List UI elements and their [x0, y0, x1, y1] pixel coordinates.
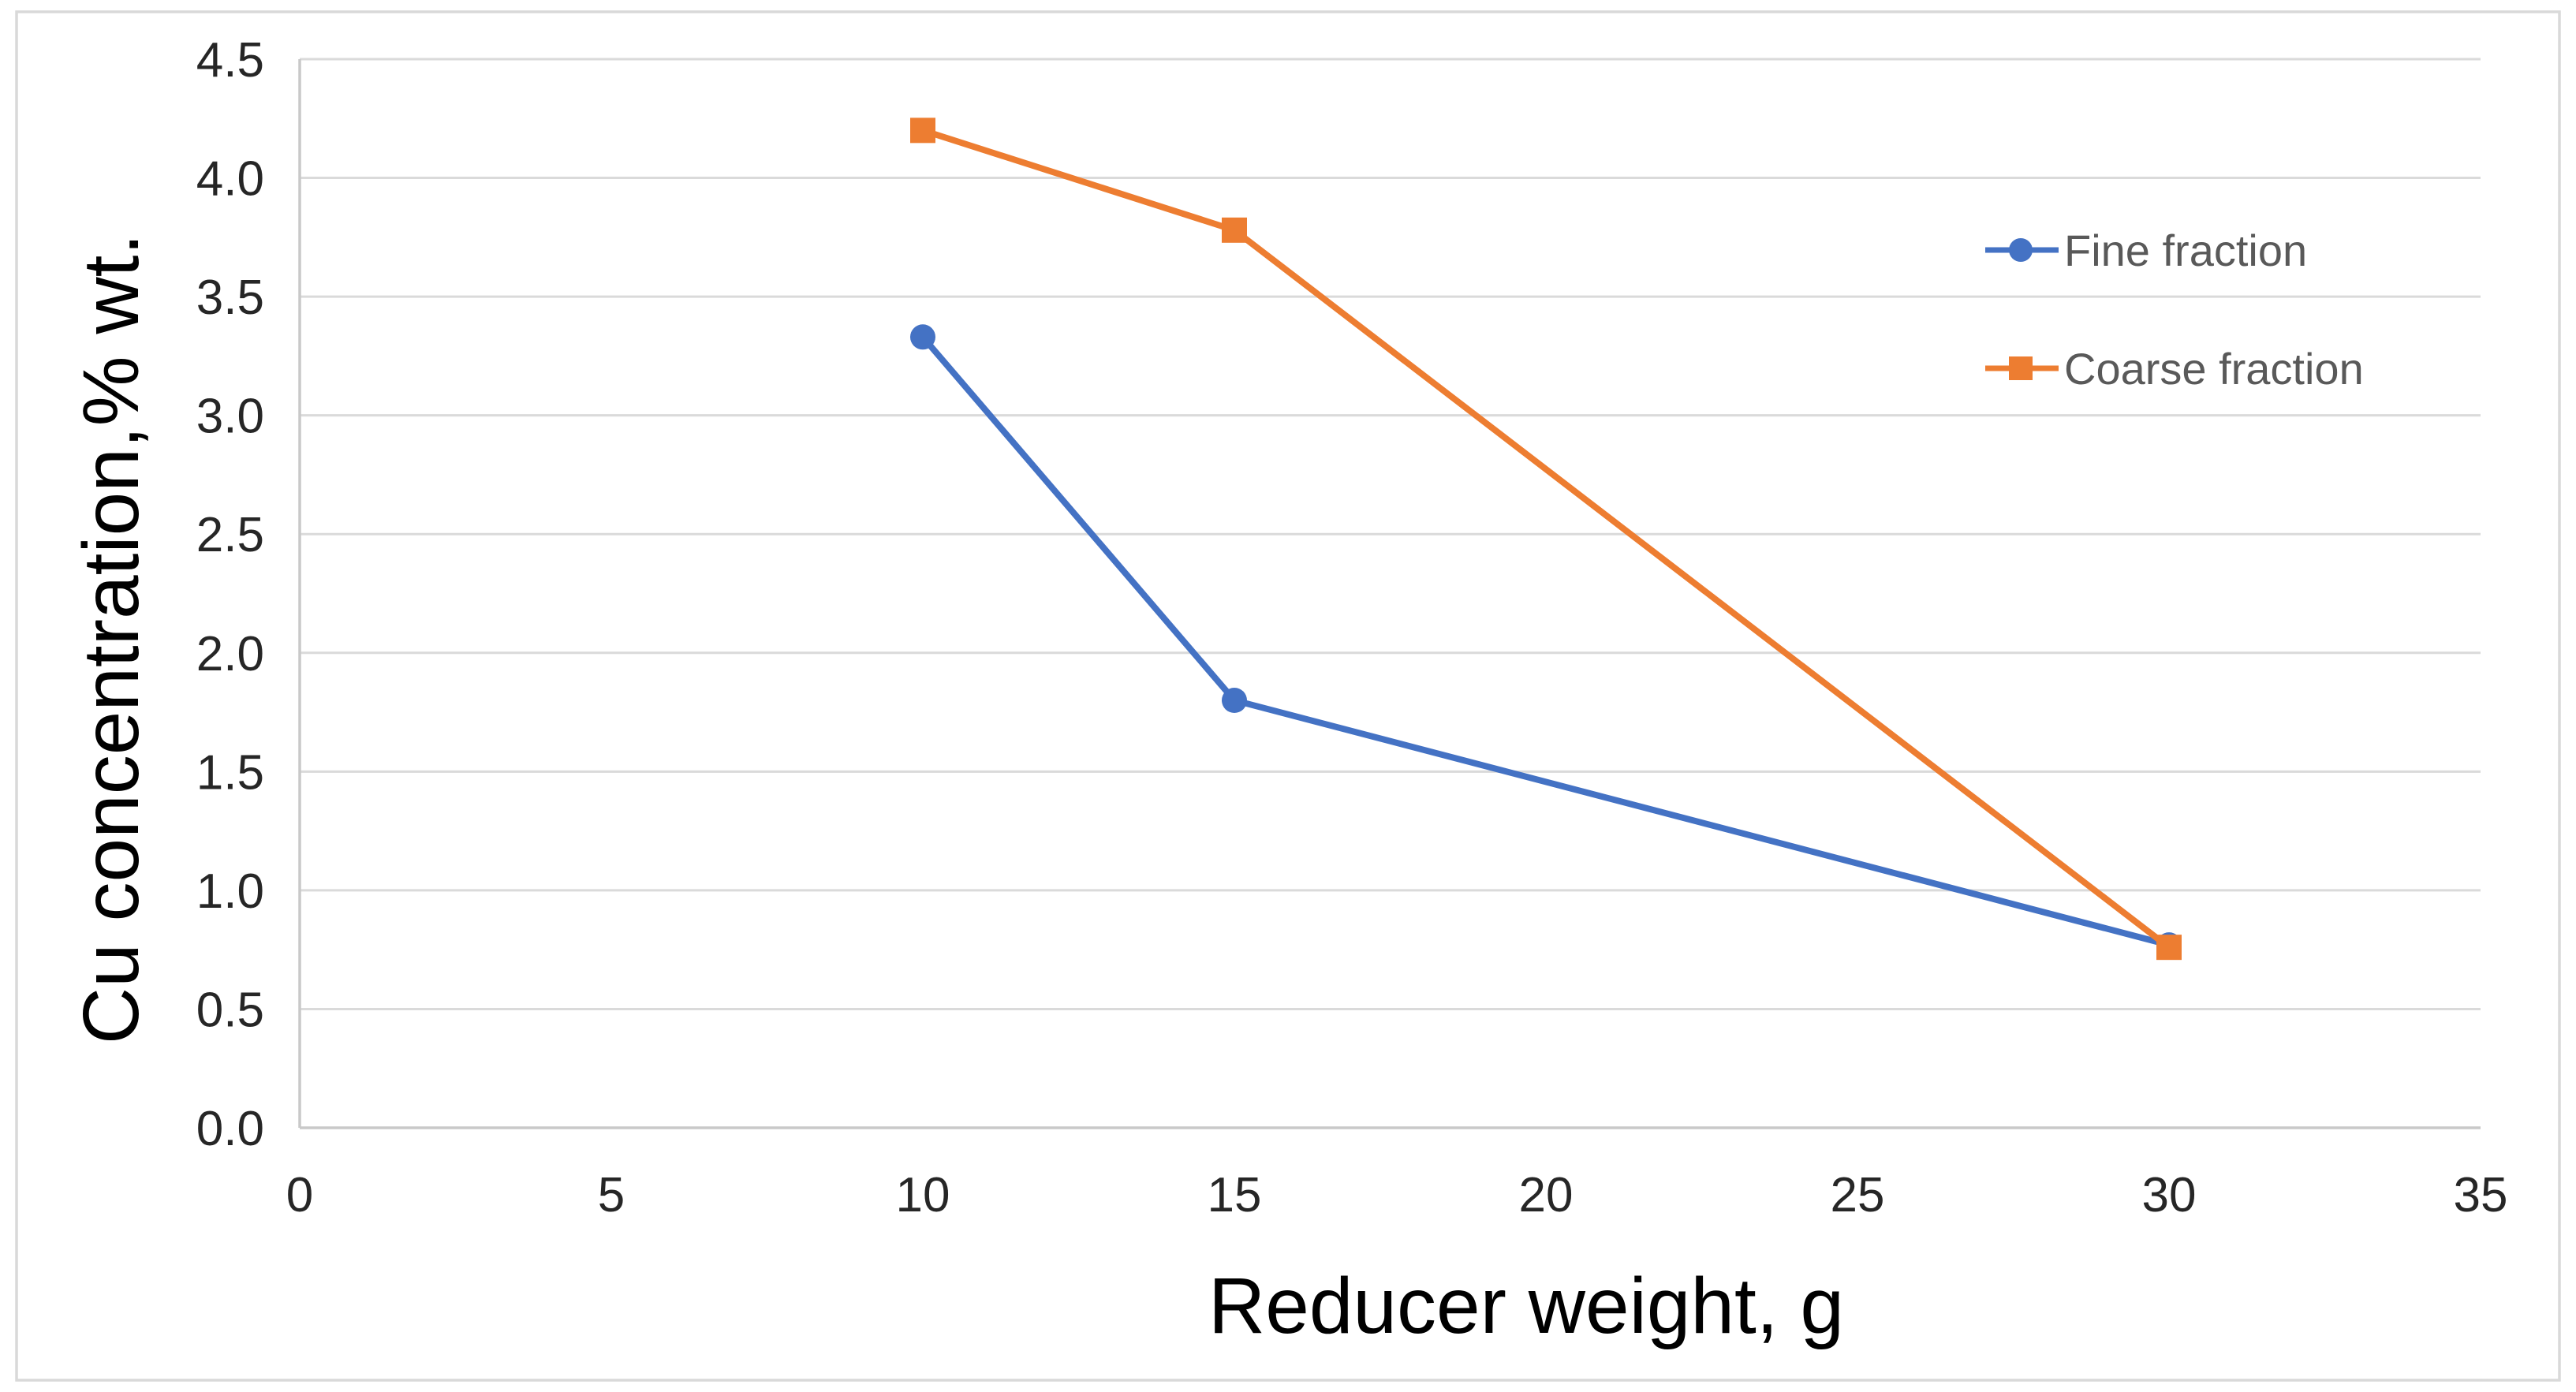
gridlines — [300, 58, 2481, 1010]
x-tick-label: 5 — [598, 1168, 625, 1222]
x-tick-label: 30 — [2142, 1168, 2197, 1222]
legend-item-coarse-fraction: Coarse fraction — [1985, 344, 2364, 394]
legend-circle-marker-icon — [2009, 238, 2033, 262]
chart-border — [15, 10, 2561, 1382]
legend: Fine fraction Coarse fraction — [1985, 226, 2364, 394]
x-tick-label: 10 — [896, 1168, 950, 1222]
y-tick-label: 3.5 — [196, 271, 264, 325]
y-tick-label: 4.0 — [196, 152, 264, 207]
y-tick-label: 0.0 — [196, 1102, 264, 1156]
y-tick-label: 4.5 — [196, 33, 264, 88]
x-tick-label: 15 — [1208, 1168, 1262, 1222]
x-tick-label: 20 — [1519, 1168, 1574, 1222]
legend-item-fine-fraction: Fine fraction — [1985, 226, 2307, 275]
fine-fraction-marker — [910, 324, 935, 350]
y-axis-title: Cu concentration,% wt. — [67, 233, 155, 1044]
coarse-fraction-marker — [2156, 935, 2182, 961]
legend-label: Coarse fraction — [2064, 344, 2364, 394]
coarse-fraction-marker — [910, 118, 935, 144]
y-tick-label: 2.5 — [196, 508, 264, 562]
fine-fraction-marker — [1222, 688, 1247, 713]
x-axis-title: Reducer weight, g — [1208, 1262, 1844, 1350]
x-tick-label: 35 — [2454, 1168, 2508, 1222]
y-tick-label: 0.5 — [196, 983, 264, 1037]
y-tick-label: 2.0 — [196, 627, 264, 681]
legend-square-marker-icon — [2009, 356, 2033, 380]
x-tick-label: 0 — [286, 1168, 313, 1222]
x-tick-label: 25 — [1831, 1168, 1885, 1222]
axes — [298, 59, 2481, 1129]
data-series — [910, 118, 2182, 961]
legend-label: Fine fraction — [2064, 226, 2307, 275]
y-tick-label: 3.0 — [196, 390, 264, 444]
y-tick-label: 1.0 — [196, 864, 264, 919]
y-tick-labels: 0.0 0.5 1.0 1.5 2.0 2.5 3.0 3.5 4.0 4.5 — [196, 33, 264, 1156]
x-tick-labels: 0 5 10 15 20 25 30 35 — [286, 1168, 2508, 1222]
coarse-fraction-marker — [1222, 217, 1247, 243]
y-tick-label: 1.5 — [196, 745, 264, 800]
